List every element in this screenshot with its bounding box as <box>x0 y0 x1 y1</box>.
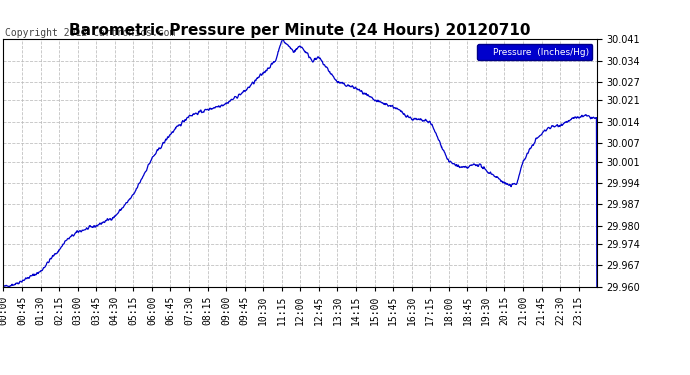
Text: Copyright 2012 Cartronics.com: Copyright 2012 Cartronics.com <box>5 28 175 38</box>
Legend: Pressure  (Inches/Hg): Pressure (Inches/Hg) <box>477 44 592 60</box>
Title: Barometric Pressure per Minute (24 Hours) 20120710: Barometric Pressure per Minute (24 Hours… <box>70 23 531 38</box>
